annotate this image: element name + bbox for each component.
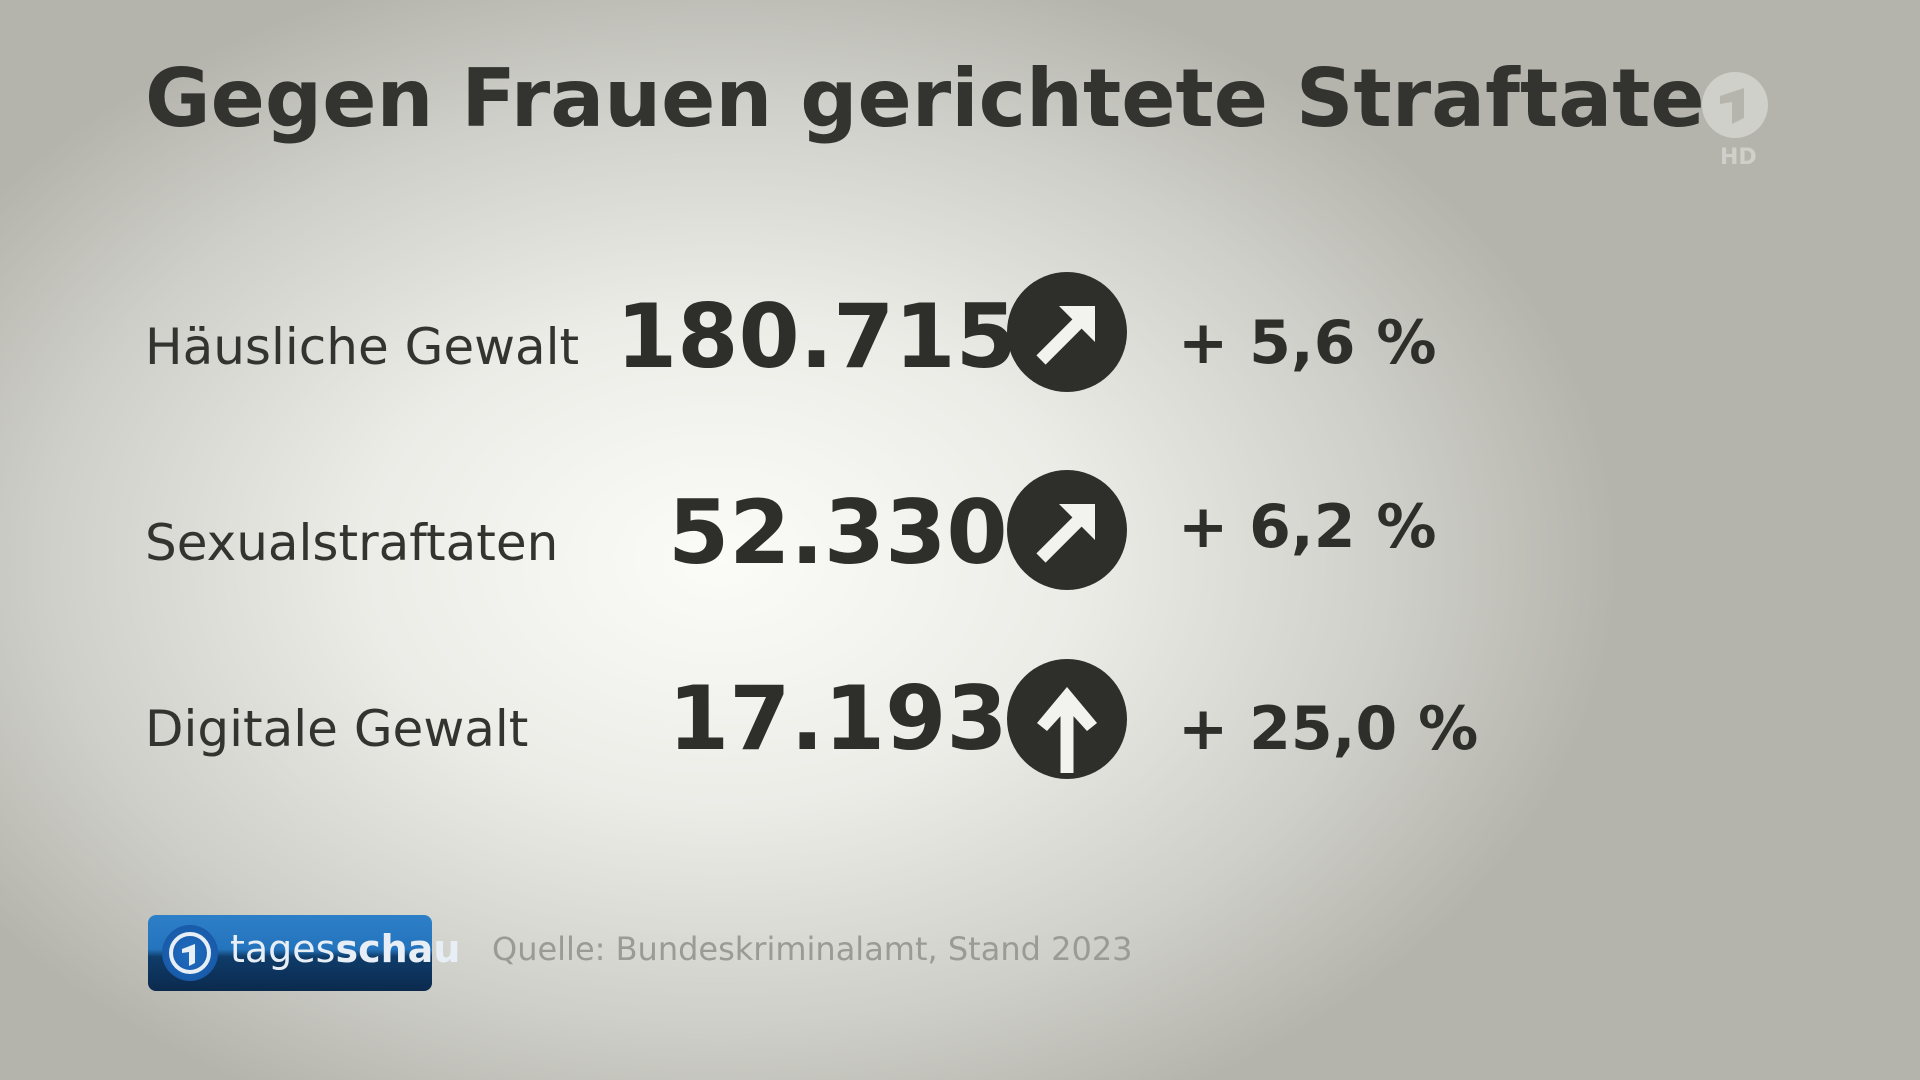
row-change: + 25,0 %	[1178, 694, 1479, 764]
row-value: 17.193	[668, 667, 1008, 770]
source-note: Quelle: Bundeskriminalamt, Stand 2023	[492, 930, 1133, 968]
row-label: Digitale Gewalt	[145, 700, 529, 758]
row-label: Häusliche Gewalt	[145, 318, 580, 376]
row-change: + 5,6 %	[1178, 308, 1437, 378]
arrow-up-icon	[1007, 659, 1127, 779]
das-erste-logo-icon	[162, 925, 218, 981]
hd-label: HD	[1720, 145, 1757, 170]
row-label: Sexualstraftaten	[145, 514, 559, 572]
tagesschau-logo: tagesschau	[148, 915, 460, 991]
page-title: Gegen Frauen gerichtete Straftaten	[145, 52, 1762, 145]
arrow-up-right-icon	[1007, 470, 1127, 590]
row-change: + 6,2 %	[1178, 492, 1437, 562]
arrow-up-right-icon	[1007, 272, 1127, 392]
brand-prefix: tages	[230, 927, 336, 971]
brand-suffix: schau	[335, 927, 461, 971]
row-value: 52.330	[668, 481, 1008, 584]
row-value: 180.715	[616, 285, 1017, 388]
das-erste-logo-icon	[1702, 72, 1768, 138]
brand-name: tagesschau	[230, 927, 460, 971]
